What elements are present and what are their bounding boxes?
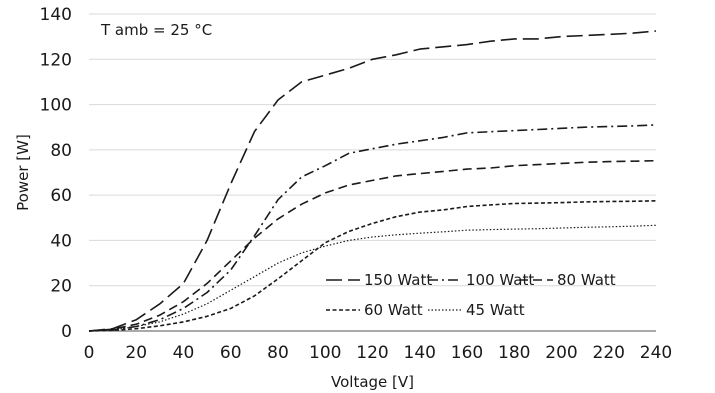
series-lines: [88, 30, 657, 332]
y-axis-label: Power [W]: [14, 134, 32, 211]
x-tick-label: 0: [84, 343, 95, 363]
x-tick-label: 60: [220, 343, 242, 363]
x-tick-label: 180: [498, 343, 530, 363]
y-tick-label: 60: [50, 186, 72, 206]
x-tick-label: 120: [356, 343, 388, 363]
series-line-150-watt: [88, 30, 657, 332]
legend-label-45-watt: 45 Watt: [466, 301, 525, 319]
series-line-45-watt: [88, 224, 657, 332]
legend-label-150-watt: 150 Watt: [364, 271, 432, 289]
x-tick-label: 220: [593, 343, 625, 363]
legend-label-60-watt: 60 Watt: [364, 301, 423, 319]
x-tick-label: 40: [173, 343, 195, 363]
legend: 150 Watt 100 Watt 80 Watt 60 Watt 45 Watt: [326, 271, 616, 319]
y-tick-label: 20: [50, 277, 72, 297]
y-tick-label: 100: [40, 96, 72, 116]
series-line-100-watt: [88, 124, 657, 332]
x-tick-label: 140: [404, 343, 436, 363]
series-line-80-watt: [88, 159, 657, 332]
y-tick-label: 80: [50, 141, 72, 161]
y-tick-label: 40: [50, 231, 72, 251]
x-tick-label: 80: [267, 343, 289, 363]
x-axis-label: Voltage [V]: [331, 373, 414, 391]
x-tick-label: 200: [545, 343, 577, 363]
x-tick-label: 240: [640, 343, 672, 363]
x-tick-label: 20: [125, 343, 147, 363]
legend-label-80-watt: 80 Watt: [557, 271, 616, 289]
ambient-temperature-annotation: T amb = 25 °C: [100, 21, 212, 39]
x-tick-label: 160: [451, 343, 483, 363]
y-tick-label: 0: [61, 322, 72, 342]
series-line-60-watt: [88, 200, 657, 332]
grid: [89, 13, 656, 287]
legend-label-100-watt: 100 Watt: [466, 271, 534, 289]
tick-labels: 0 20 40 60 80 100 120 140 0 20 40 60 80 100 120 140 160 1…: [40, 5, 673, 363]
x-tick-label: 100: [309, 343, 341, 363]
y-tick-label: 140: [40, 5, 72, 25]
y-tick-label: 120: [40, 50, 72, 70]
